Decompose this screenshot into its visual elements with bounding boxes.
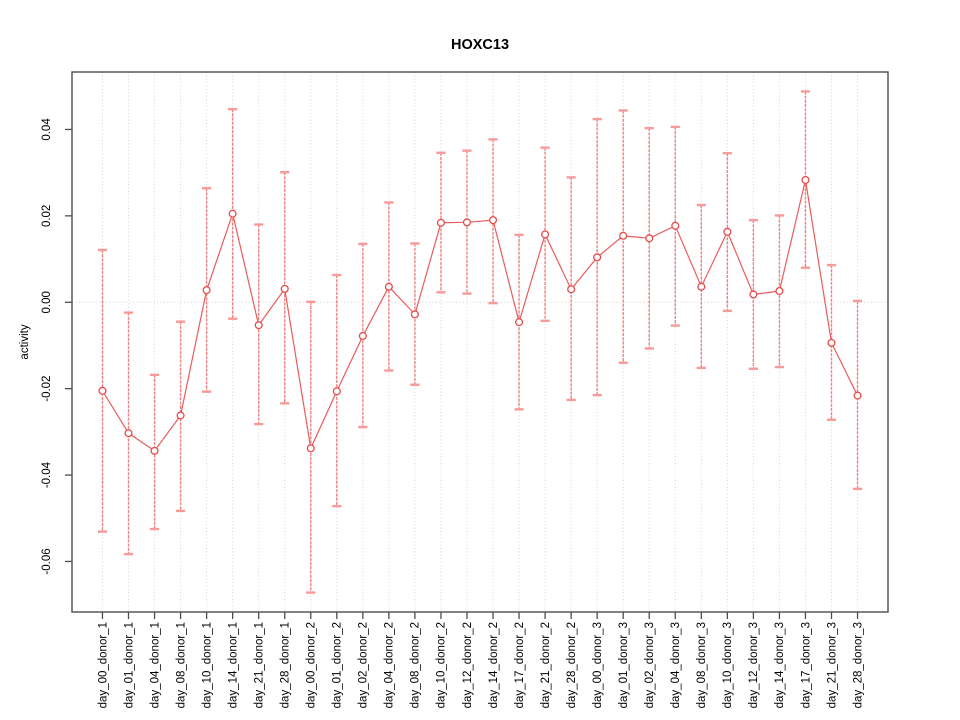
- x-tick-label: day_04_donor_1: [149, 622, 161, 708]
- chart-title: HOXC13: [451, 37, 509, 53]
- data-point: [462, 218, 472, 227]
- data-point: [202, 286, 211, 295]
- data-point: [384, 282, 393, 291]
- y-tick-label: -0.02: [41, 376, 53, 402]
- x-tick-label: day_00_donor_3: [592, 622, 604, 708]
- data-point: [515, 318, 524, 327]
- data-point: [332, 387, 341, 396]
- x-tick-label: day_21_donor_1: [253, 622, 265, 708]
- data-point: [150, 446, 159, 455]
- y-tick-label: -0.04: [41, 461, 53, 488]
- data-point: [176, 411, 185, 420]
- data-point: [775, 286, 784, 296]
- plot-layers: 0.04 0.02 0.00 -0.02 -0.04 -0.06 day_00_donor_…: [41, 71, 889, 708]
- data-point: [124, 429, 133, 438]
- x-tick-label: day_28_donor_2: [566, 622, 578, 708]
- data-point: [645, 234, 654, 243]
- x-tick-label: day_17_donor_3: [800, 622, 812, 708]
- x-tick-label: day_28_donor_1: [280, 622, 292, 708]
- x-tick-label: day_08_donor_1: [175, 622, 187, 708]
- data-point: [254, 321, 263, 330]
- x-tick-label: day_10_donor_2: [436, 622, 448, 708]
- x-tick-label: day_21_donor_3: [826, 622, 838, 708]
- x-tick-label: day_01_donor_2: [332, 622, 344, 708]
- data-point: [410, 310, 419, 319]
- x-tick-label: day_08_donor_3: [696, 622, 708, 708]
- x-tick-label: day_14_donor_1: [227, 622, 239, 708]
- plot-border: [71, 71, 889, 613]
- x-tick-label: day_00_donor_2: [306, 622, 318, 708]
- x-tick-label: day_04_donor_3: [670, 622, 682, 708]
- x-tick-label: day_14_donor_2: [488, 622, 500, 708]
- data-point: [671, 221, 680, 230]
- data-point: [541, 230, 550, 239]
- x-tick-label: day_08_donor_2: [410, 622, 422, 708]
- data-point: [827, 338, 836, 347]
- x-tick-label: day_01_donor_3: [618, 622, 630, 708]
- x-tick-label: day_10_donor_1: [201, 622, 213, 708]
- data-point: [280, 284, 289, 293]
- x-tick-label: day_01_donor_1: [123, 622, 135, 708]
- data-point: [306, 444, 315, 453]
- data-point: [619, 231, 628, 240]
- data-point: [723, 227, 732, 236]
- x-tick-label: day_10_donor_3: [722, 622, 734, 708]
- data-point: [567, 285, 576, 294]
- y-axis-label: activity: [19, 324, 31, 359]
- data-point: [749, 290, 758, 299]
- y-tick-label: 0.00: [41, 291, 53, 313]
- x-tick-label: day_12_donor_2: [462, 622, 474, 708]
- data-point: [436, 218, 445, 227]
- y-tick-label: 0.04: [41, 118, 53, 141]
- y-tick-label: -0.06: [41, 548, 53, 574]
- data-point: [358, 331, 367, 341]
- x-tick-label: day_02_donor_3: [644, 622, 656, 708]
- data-point: [98, 386, 107, 395]
- data-point: [697, 282, 706, 291]
- data-point: [488, 216, 498, 225]
- data-point: [801, 175, 810, 185]
- x-tick-label: day_21_donor_2: [540, 622, 552, 708]
- x-tick-label: day_17_donor_2: [514, 622, 526, 708]
- x-tick-label: day_12_donor_3: [748, 622, 760, 708]
- series-line: [101, 179, 859, 452]
- x-tick-label: day_00_donor_1: [97, 622, 109, 708]
- y-tick-label: 0.02: [41, 205, 53, 227]
- x-tick-label: day_28_donor_3: [852, 622, 864, 708]
- x-tick-label: day_14_donor_3: [774, 622, 786, 708]
- x-tick-label: day_04_donor_2: [384, 622, 396, 708]
- data-point: [853, 391, 862, 400]
- data-point: [228, 209, 237, 218]
- x-tick-label: day_02_donor_2: [358, 622, 370, 708]
- data-point: [593, 253, 602, 262]
